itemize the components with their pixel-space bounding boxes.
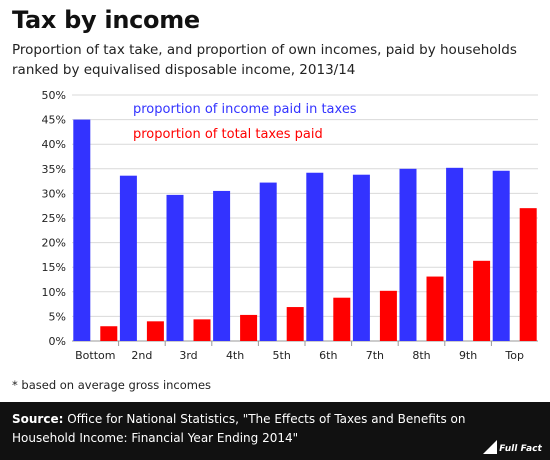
bar-total-taxes-paid <box>193 319 211 341</box>
y-tick-label: 5% <box>49 310 66 323</box>
legend: proportion of income paid in taxes propo… <box>133 102 357 142</box>
bar-total-taxes-paid <box>426 276 444 341</box>
bar-income-paid-in-taxes <box>73 119 91 341</box>
gridlines <box>72 94 538 342</box>
bar-income-paid-in-taxes <box>259 182 277 341</box>
footnote: * based on average gross incomes <box>12 378 212 392</box>
y-tick-label: 50% <box>42 89 66 102</box>
bar-income-paid-in-taxes <box>492 170 510 341</box>
x-tick-label: 2nd <box>131 349 152 362</box>
bar-total-taxes-paid <box>333 297 351 341</box>
logo-text: Full Fact <box>498 444 543 454</box>
source-text-block: Source: Office for National Statistics, … <box>12 410 472 448</box>
x-tick-label: 7th <box>366 349 384 362</box>
y-tick-label: 10% <box>42 286 66 299</box>
x-tick-label: 3rd <box>179 349 197 362</box>
bar-chart: 0% 5% 10% 15% 20% 25% 30% 35% 40% 45% 50% Bottom 2n… <box>42 89 538 362</box>
y-tick-label: 40% <box>42 138 66 151</box>
y-tick-label: 0% <box>49 335 66 348</box>
y-tick-label: 25% <box>42 212 66 225</box>
bar-total-taxes-paid <box>379 290 397 341</box>
bar-income-paid-in-taxes <box>213 190 231 341</box>
legend-total-taxes-paid: proportion of total taxes paid <box>133 127 323 142</box>
x-tick-label: 6th <box>319 349 337 362</box>
x-tick-label: Bottom <box>75 349 115 362</box>
source-footer: Source: Office for National Statistics, … <box>0 402 550 460</box>
bar-income-paid-in-taxes <box>399 168 417 341</box>
bar-income-paid-in-taxes <box>352 174 370 341</box>
x-tick-label: 8th <box>412 349 430 362</box>
full-fact-logo: Full Fact <box>483 440 543 454</box>
bar-total-taxes-paid <box>146 321 164 341</box>
bar-total-taxes-paid <box>240 314 258 341</box>
y-tick-label: 20% <box>42 237 66 250</box>
source-citation: Office for National Statistics, "The Eff… <box>12 412 466 445</box>
bar-income-paid-in-taxes <box>446 167 464 341</box>
bar-income-paid-in-taxes <box>166 194 184 341</box>
legend-income-paid-in-taxes: proportion of income paid in taxes <box>133 102 357 117</box>
chart-subtitle: Proportion of tax take, and proportion o… <box>12 42 517 78</box>
bar-total-taxes-paid <box>473 260 491 341</box>
bar-income-paid-in-taxes <box>119 175 137 341</box>
y-axis-ticks: 0% 5% 10% 15% 20% 25% 30% 35% 40% 45% 50% <box>42 89 66 348</box>
x-tick-label: 9th <box>459 349 477 362</box>
bar-total-taxes-paid <box>286 307 304 341</box>
x-axis-ticks: Bottom 2nd 3rd 4th 5th 6th 7th 8th 9th Top <box>75 341 524 362</box>
y-tick-label: 35% <box>42 163 66 176</box>
bar-total-taxes-paid <box>519 208 537 341</box>
x-tick-label: 5th <box>273 349 291 362</box>
y-tick-label: 30% <box>42 187 66 200</box>
source-label: Source: <box>12 412 64 426</box>
bar-income-paid-in-taxes <box>306 172 324 341</box>
x-tick-label: 4th <box>226 349 244 362</box>
x-tick-label: Top <box>504 349 524 362</box>
bar-total-taxes-paid <box>100 326 118 341</box>
chart-title: Tax by income <box>12 6 200 34</box>
y-tick-label: 45% <box>42 114 66 127</box>
logo-triangle-icon <box>483 440 498 454</box>
bars <box>73 119 537 341</box>
y-tick-label: 15% <box>42 261 66 274</box>
